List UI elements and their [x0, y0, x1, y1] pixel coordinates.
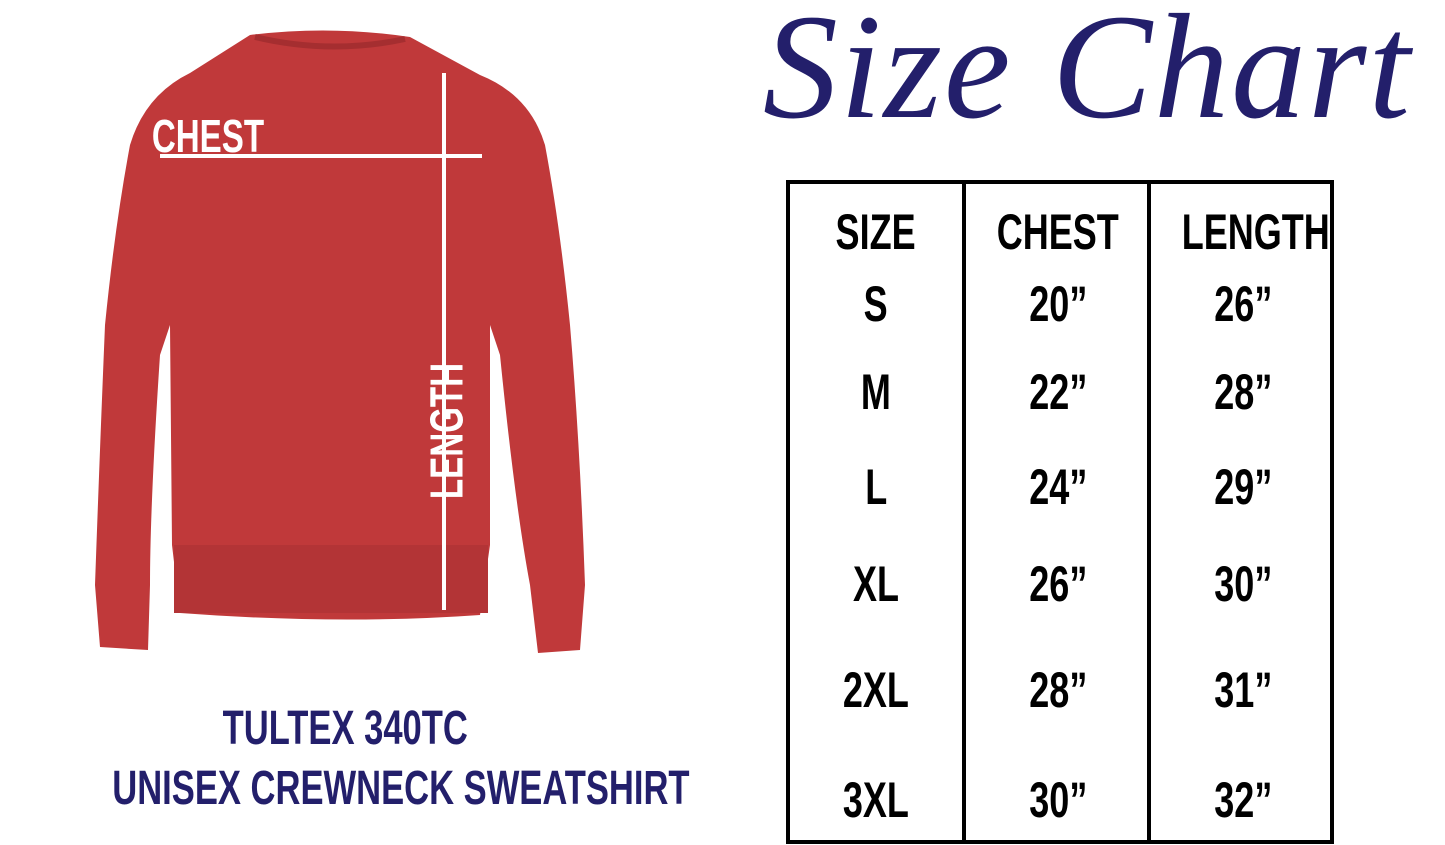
product-model: TULTEX 340TC — [0, 702, 690, 756]
table-cell: 28” — [968, 662, 1148, 718]
table-cell-text: 2XL — [842, 662, 910, 718]
table-cell-text: 30” — [1028, 772, 1088, 828]
table-cell: 20” — [968, 276, 1148, 332]
column-divider — [1147, 184, 1151, 840]
table-cell: 3XL — [786, 772, 966, 828]
chest-measure-label: CHEST — [130, 110, 286, 162]
table-cell: 2XL — [786, 662, 966, 718]
table-cell: 29” — [1153, 459, 1333, 515]
column-header: CHEST — [968, 204, 1148, 260]
page-title: Size Chart — [762, 0, 1413, 150]
sweatshirt-body — [95, 30, 585, 654]
table-cell: M — [786, 364, 966, 420]
table-cell: S — [786, 276, 966, 332]
table-cell-text: 29” — [1213, 459, 1273, 515]
sweatshirt-image — [95, 30, 585, 654]
column-divider — [962, 184, 966, 840]
table-cell: L — [786, 459, 966, 515]
table-cell-text: 24” — [1028, 459, 1088, 515]
size-table: SIZE CHEST LENGTH S 20” 26” M 22” 28” L 24” 29” XL 26… — [786, 180, 1334, 844]
table-cell: XL — [786, 556, 966, 612]
chest-measure-label-text: CHEST — [151, 110, 265, 162]
table-cell-text: 28” — [1028, 662, 1088, 718]
table-cell-text: 32” — [1213, 772, 1273, 828]
table-cell: 22” — [968, 364, 1148, 420]
table-cell-text: S — [863, 276, 889, 332]
product-model-text: TULTEX 340TC — [222, 702, 468, 755]
table-cell: 28” — [1153, 364, 1333, 420]
table-cell-text: 28” — [1213, 364, 1273, 420]
table-cell-text: XL — [852, 556, 900, 612]
table-cell: 26” — [1153, 276, 1333, 332]
table-cell-text: 26” — [1028, 556, 1088, 612]
table-cell-text: 31” — [1213, 662, 1273, 718]
column-header: LENGTH — [1153, 204, 1333, 260]
collar — [254, 34, 406, 50]
column-header: SIZE — [786, 204, 966, 260]
column-header-text: CHEST — [996, 204, 1120, 260]
product-description-text: UNISEX CREWNECK SWEATSHIRT — [112, 762, 690, 815]
table-cell-text: 20” — [1028, 276, 1088, 332]
table-cell-text: M — [861, 364, 891, 420]
column-header-text: LENGTH — [1181, 204, 1330, 260]
table-cell-text: 26” — [1213, 276, 1273, 332]
length-measure-label: LENGTH — [420, 362, 473, 500]
table-cell: 30” — [1153, 556, 1333, 612]
table-cell: 26” — [968, 556, 1148, 612]
column-header-text: SIZE — [835, 204, 917, 260]
product-description: UNISEX CREWNECK SWEATSHIRT — [0, 762, 690, 816]
table-cell: 24” — [968, 459, 1148, 515]
table-cell-text: 30” — [1213, 556, 1273, 612]
table-cell-text: 3XL — [842, 772, 910, 828]
table-cell-text: 22” — [1028, 364, 1088, 420]
table-cell: 32” — [1153, 772, 1333, 828]
table-cell: 31” — [1153, 662, 1333, 718]
table-cell: 30” — [968, 772, 1148, 828]
waistband — [174, 545, 488, 613]
table-cell-text: L — [864, 459, 887, 515]
